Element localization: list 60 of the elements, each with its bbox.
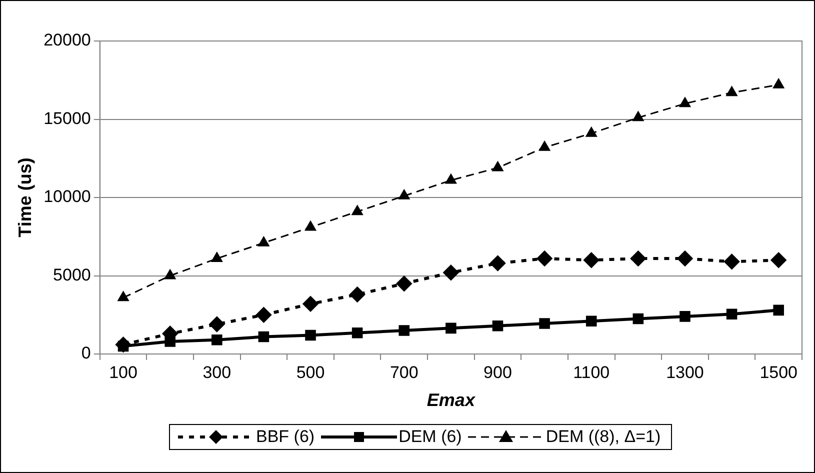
point — [677, 251, 692, 266]
point — [305, 220, 316, 231]
point — [630, 251, 646, 266]
point — [584, 252, 599, 268]
point — [539, 141, 550, 151]
x-tick-label: 100 — [109, 362, 138, 382]
y-tick-label: 5000 — [53, 265, 91, 284]
y-tick-label: 20000 — [44, 30, 91, 50]
point — [164, 336, 176, 347]
point — [352, 205, 363, 216]
point — [773, 304, 784, 316]
point — [632, 111, 644, 122]
point — [445, 174, 456, 184]
point — [258, 331, 270, 342]
point — [211, 252, 222, 262]
y-tick-label: 10000 — [44, 187, 91, 206]
point — [396, 276, 412, 292]
point — [773, 78, 784, 88]
point — [539, 318, 550, 329]
x-tick-label: 300 — [202, 362, 232, 382]
point — [771, 252, 786, 268]
point — [118, 291, 129, 302]
point — [398, 190, 410, 200]
point — [398, 325, 410, 336]
x-tick-label: 1500 — [760, 362, 798, 382]
point — [492, 320, 504, 332]
x-tick-label: 1100 — [573, 362, 610, 382]
legend-label: DEM (6) — [398, 427, 462, 447]
y-tick-label: 15000 — [44, 108, 91, 128]
point — [490, 256, 506, 271]
x-tick-label: 900 — [484, 362, 512, 382]
point — [492, 162, 504, 172]
point — [350, 287, 365, 302]
point — [212, 334, 222, 346]
point — [164, 270, 176, 280]
legend-label: DEM ((8), Δ=1) — [546, 427, 661, 447]
point — [586, 316, 597, 327]
x-tick-label: 700 — [390, 362, 418, 382]
x-tick-label: 1300 — [666, 362, 704, 382]
y-axis-title: Time (us) — [14, 158, 35, 238]
point — [443, 265, 458, 280]
point — [352, 327, 363, 338]
point — [305, 330, 316, 341]
point — [258, 236, 270, 246]
y-tick-label: 0 — [81, 344, 91, 363]
legend-label: BBF (6) — [256, 427, 315, 447]
point — [679, 97, 690, 108]
point — [724, 254, 740, 270]
point — [209, 316, 224, 332]
x-axis-title: Emax — [426, 390, 476, 410]
point — [446, 322, 456, 334]
point — [537, 251, 552, 266]
point — [256, 307, 272, 322]
point — [680, 311, 690, 322]
point — [726, 308, 738, 320]
point — [303, 296, 318, 312]
point — [726, 86, 738, 96]
point — [632, 313, 644, 324]
point — [586, 127, 597, 137]
x-tick-label: 500 — [296, 362, 325, 382]
